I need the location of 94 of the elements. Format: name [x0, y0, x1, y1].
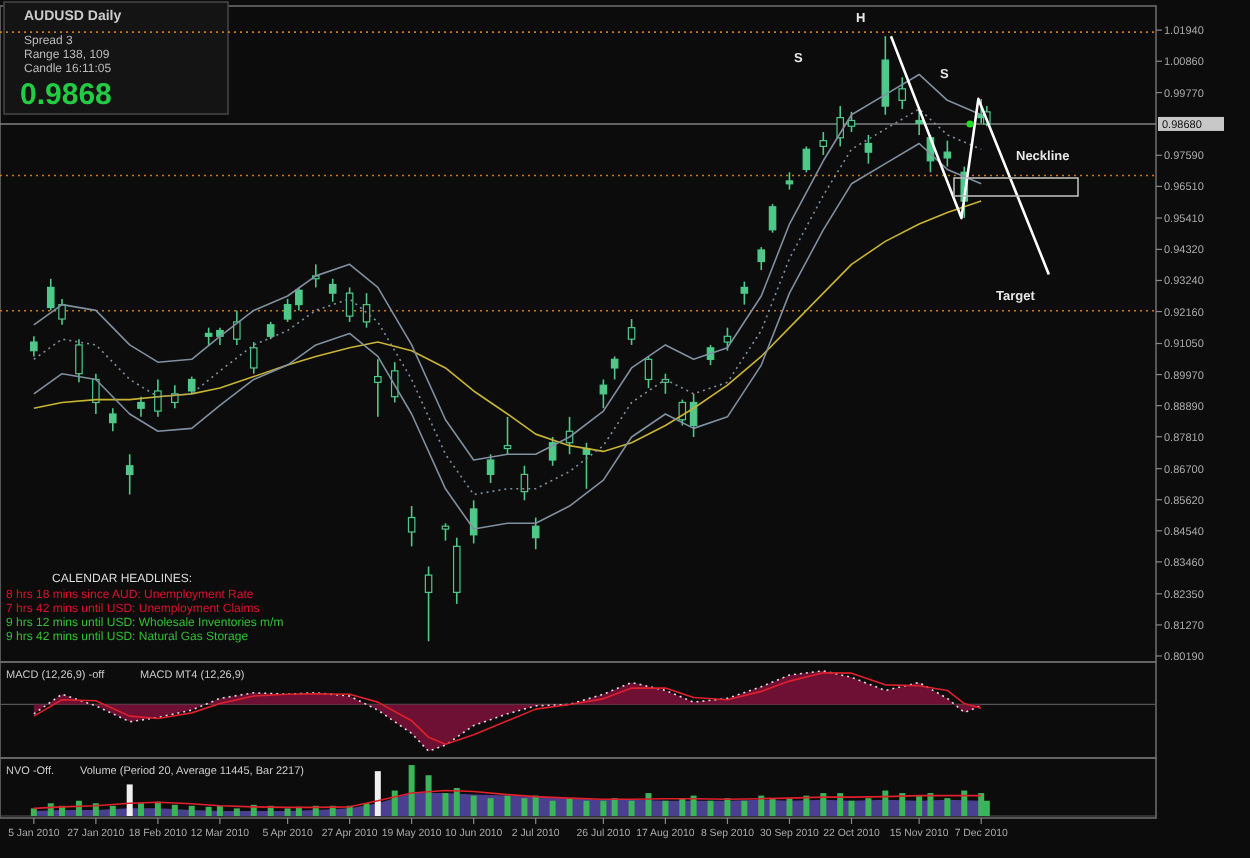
- candlestick: [678, 398, 687, 427]
- candlestick: [328, 277, 337, 303]
- bar: [47, 803, 54, 816]
- candlestick: [390, 361, 399, 404]
- candlestick: [768, 203, 777, 234]
- candlestick: [627, 318, 636, 346]
- bar: [391, 790, 398, 816]
- candlestick: [469, 499, 478, 545]
- bar: [521, 798, 528, 816]
- candlestick: [531, 516, 540, 551]
- candlestick: [407, 505, 416, 548]
- candlestick: [424, 565, 433, 643]
- bar: [154, 801, 161, 816]
- bar: [549, 800, 556, 816]
- candlestick: [30, 335, 38, 358]
- candlestick: [847, 111, 856, 133]
- candlestick: [452, 536, 461, 605]
- candlestick: [362, 292, 371, 329]
- bar: [284, 808, 291, 816]
- bar: [126, 784, 133, 816]
- candlestick: [154, 378, 162, 418]
- bar: [983, 800, 990, 816]
- bar: [978, 793, 985, 816]
- candlestick: [915, 108, 923, 136]
- bar: [961, 790, 968, 816]
- bar: [363, 803, 370, 816]
- candlestick: [137, 395, 145, 418]
- annotation: 0.9868: [20, 78, 112, 112]
- candlestick: [125, 453, 134, 496]
- bar: [453, 787, 460, 816]
- bar: [758, 795, 765, 816]
- candlestick: [283, 298, 292, 323]
- candlestick: [75, 338, 83, 384]
- candlestick: [836, 105, 845, 148]
- bar: [137, 803, 144, 816]
- bar: [487, 798, 494, 816]
- candlestick: [503, 416, 512, 456]
- bar: [944, 798, 951, 816]
- bar: [470, 795, 477, 816]
- bar: [408, 765, 415, 816]
- bar: [233, 808, 240, 816]
- bar: [188, 805, 195, 816]
- bar: [899, 793, 906, 816]
- candlestick: [233, 309, 241, 346]
- bar: [690, 795, 697, 816]
- candlestick: [345, 286, 354, 323]
- bar: [820, 793, 827, 816]
- candlestick: [898, 76, 907, 110]
- candlestick: [108, 407, 117, 433]
- bar: [662, 800, 669, 816]
- bar: [442, 793, 449, 816]
- bar: [837, 793, 844, 816]
- candlestick: [374, 358, 382, 418]
- bar: [916, 795, 923, 816]
- candlestick: [92, 372, 100, 415]
- candlestick: [723, 326, 732, 352]
- candlestick: [819, 131, 828, 156]
- bar: [532, 795, 539, 816]
- bar: [769, 798, 776, 816]
- bar: [707, 800, 714, 816]
- candlestick: [486, 453, 495, 484]
- candlestick: [610, 355, 619, 381]
- bar: [882, 790, 889, 816]
- candlestick: [249, 341, 258, 375]
- bar: [600, 800, 607, 816]
- bar: [865, 798, 872, 816]
- bar: [504, 795, 511, 816]
- candlestick: [644, 355, 653, 389]
- bar: [205, 806, 212, 816]
- bar: [583, 800, 590, 816]
- candlestick: [802, 145, 811, 174]
- bar: [425, 775, 432, 816]
- bar: [803, 795, 810, 816]
- bar: [171, 804, 178, 816]
- line-series: [33, 200, 982, 453]
- bar: [374, 771, 381, 816]
- bar: [741, 800, 748, 816]
- bar: [566, 798, 573, 816]
- bar: [30, 808, 37, 816]
- candlestick: [740, 280, 749, 306]
- bar: [645, 793, 652, 816]
- bar: [927, 793, 934, 816]
- candlestick: [881, 35, 890, 116]
- bar: [786, 798, 793, 816]
- candlestick: [864, 134, 873, 165]
- bar: [679, 798, 686, 816]
- bar: [628, 800, 635, 816]
- line-series: [33, 108, 982, 496]
- bar: [848, 800, 855, 816]
- bar: [109, 805, 116, 816]
- candlestick: [943, 139, 952, 168]
- candlestick: [295, 286, 303, 312]
- bar: [216, 805, 223, 816]
- candlestick: [757, 246, 766, 271]
